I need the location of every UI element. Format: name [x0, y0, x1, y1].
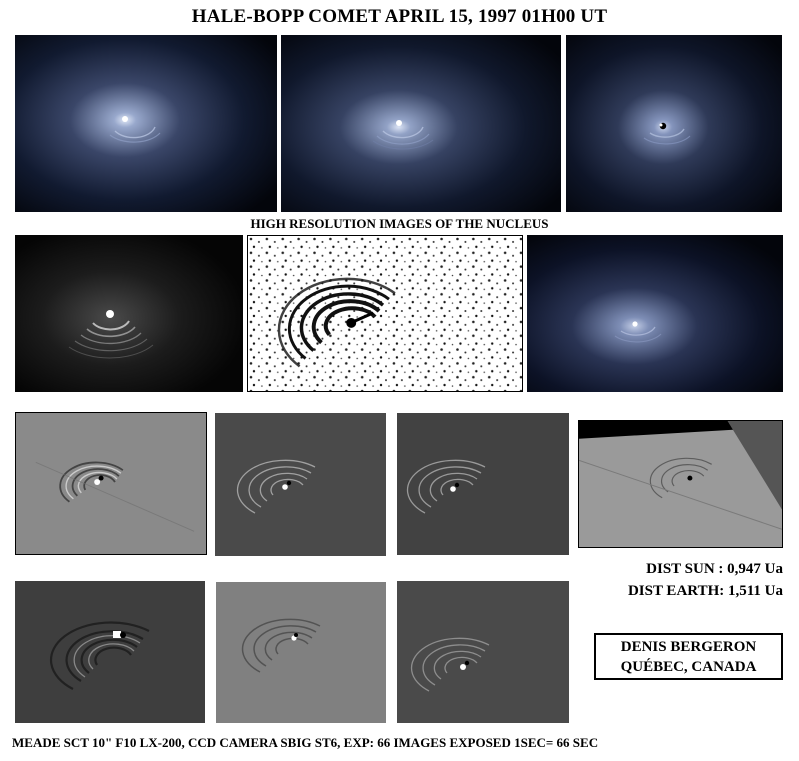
filtered-image-6 — [397, 581, 569, 723]
filtered-image-3 — [397, 413, 569, 555]
nucleus-image-enhanced — [15, 235, 243, 392]
nucleus-image-glow — [527, 235, 783, 392]
filtered-image-5 — [216, 582, 386, 723]
filtered-image-rotated — [578, 420, 783, 548]
equipment-footer: MEADE SCT 10" F10 LX-200, CCD CAMERA SBI… — [12, 735, 599, 750]
credit-name: DENIS BERGERON — [620, 639, 757, 655]
page-title: HALE-BOPP COMET APRIL 15, 1997 01H00 UT — [191, 6, 608, 27]
dist-earth-label: DIST EARTH: 1,511 Ua — [627, 583, 783, 599]
comet-image-2 — [281, 35, 561, 212]
comet-image-3 — [566, 35, 782, 212]
filtered-image-1 — [15, 412, 207, 555]
section-subtitle: HIGH RESOLUTION IMAGES OF THE NUCLEUS — [250, 216, 549, 231]
credit-location: QUÉBEC, CANADA — [620, 659, 757, 675]
filtered-image-4 — [15, 581, 205, 723]
filtered-image-2 — [215, 413, 386, 556]
dist-sun-label: DIST SUN : 0,947 Ua — [646, 561, 783, 577]
credit-box: DENIS BERGERON QUÉBEC, CANADA — [594, 633, 783, 680]
comet-image-1 — [15, 35, 277, 212]
nucleus-image-inverted — [247, 235, 523, 392]
